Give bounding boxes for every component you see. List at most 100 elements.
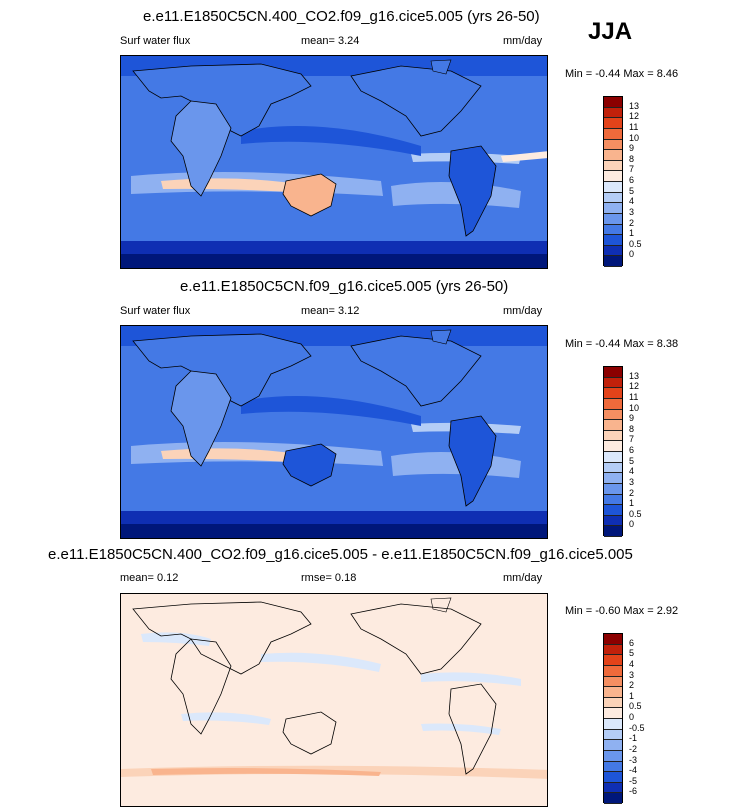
colorbar-swatch — [604, 128, 622, 140]
panel2-minmax-label: Min = -0.44 Max = 8.38 — [565, 338, 679, 350]
colorbar-tick-label: 2 — [629, 680, 635, 691]
colorbar-swatch — [604, 494, 622, 506]
colorbar-tick-label: 3 — [629, 476, 635, 487]
colorbar-tick-label: 8 — [629, 153, 635, 164]
colorbar-tick-label: 12 — [629, 111, 640, 122]
colorbar-tick-label: 0 — [629, 519, 635, 530]
panel2-mean-label: mean= 3.12 — [301, 305, 360, 317]
colorbar-tick-label: 13 — [629, 100, 640, 111]
colorbar-tick-label: 7 — [629, 164, 635, 175]
colorbar-tick-label: 0.5 — [629, 508, 642, 519]
colorbar-swatch — [604, 665, 622, 677]
colorbar-swatch — [604, 97, 622, 108]
colorbar-swatch — [604, 441, 622, 452]
panel1-map — [120, 55, 548, 269]
colorbar-swatch — [604, 719, 622, 730]
colorbar-swatch — [604, 203, 622, 214]
colorbar-tick-label: 0 — [629, 249, 635, 260]
panel2-title: e.e11.E1850C5CN.f09_g16.cice5.005 (yrs 2… — [180, 278, 509, 295]
panel1-minmax-label: Min = -0.44 Max = 8.46 — [565, 68, 679, 80]
colorbar-swatch — [604, 192, 622, 204]
colorbar-swatch — [604, 224, 622, 236]
colorbar-tick-label: 2 — [629, 487, 635, 498]
colorbar-swatch — [604, 750, 622, 762]
colorbar-swatch — [604, 213, 622, 225]
colorbar-swatch — [604, 782, 622, 794]
colorbar-tick-label: 1 — [629, 498, 635, 509]
colorbar-swatch — [604, 235, 622, 246]
colorbar-tick-label: 4 — [629, 658, 635, 669]
colorbar-swatch — [604, 430, 622, 442]
panel2-colorbar — [603, 366, 623, 537]
colorbar-tick-label: -6 — [629, 786, 638, 797]
colorbar-tick-label: 11 — [629, 391, 639, 402]
colorbar-swatch — [604, 793, 622, 804]
colorbar-tick-label: 4 — [629, 196, 635, 207]
colorbar-swatch — [604, 655, 622, 666]
panel2-variable-label: Surf water flux — [120, 305, 191, 317]
colorbar-swatch — [604, 367, 622, 378]
colorbar-tick-label: 10 — [629, 132, 640, 143]
colorbar-tick-label: 0 — [629, 712, 635, 722]
colorbar-tick-label: 5 — [629, 455, 635, 466]
colorbar-swatch — [604, 107, 622, 119]
colorbar-swatch — [604, 171, 622, 182]
colorbar-tick-label: 6 — [629, 175, 635, 185]
colorbar-swatch — [604, 526, 622, 537]
colorbar-swatch — [604, 708, 622, 719]
panel3-map — [120, 593, 548, 807]
colorbar-tick-label: 6 — [629, 637, 635, 648]
colorbar-swatch — [604, 697, 622, 709]
colorbar-tick-label: 5 — [629, 648, 635, 659]
colorbar-tick-label: 4 — [629, 466, 635, 477]
colorbar-swatch — [604, 740, 622, 751]
colorbar-swatch — [604, 687, 622, 698]
colorbar-swatch — [604, 505, 622, 516]
colorbar-swatch — [604, 398, 622, 410]
colorbar-swatch — [604, 462, 622, 474]
colorbar-swatch — [604, 245, 622, 257]
colorbar-tick-label: 1 — [629, 228, 635, 239]
colorbar-swatch — [604, 388, 622, 399]
colorbar-swatch — [604, 420, 622, 431]
panel2-units-label: mm/day — [503, 305, 543, 317]
colorbar-swatch — [604, 483, 622, 495]
colorbar-tick-label: -4 — [629, 765, 638, 776]
panel3-colorbar — [603, 633, 623, 804]
colorbar-tick-label: 2 — [629, 217, 635, 228]
panel3-title: e.e11.E1850C5CN.400_CO2.f09_g16.cice5.00… — [48, 546, 633, 563]
colorbar-tick-label: 0.5 — [629, 701, 642, 712]
colorbar-tick-label: 12 — [629, 381, 640, 392]
season-label: JJA — [588, 18, 633, 45]
colorbar-tick-label: -2 — [629, 743, 638, 754]
colorbar-swatch — [604, 118, 622, 129]
colorbar-swatch — [604, 160, 622, 172]
panel1-title: e.e11.E1850C5CN.400_CO2.f09_g16.cice5.00… — [143, 8, 540, 25]
colorbar-swatch — [604, 729, 622, 741]
colorbar-swatch — [604, 644, 622, 656]
panel2-map — [120, 325, 548, 539]
panel1-variable-label: Surf water flux — [120, 35, 191, 47]
panel3-rmse-label: rmse= 0.18 — [301, 572, 357, 584]
panel3-mean-label: mean= 0.12 — [120, 572, 179, 584]
colorbar-tick-label: -3 — [629, 754, 638, 765]
panel3-units-label: mm/day — [503, 572, 543, 584]
panel3-minmax-label: Min = -0.60 Max = 2.92 — [565, 605, 679, 617]
colorbar-tick-label: 0.5 — [629, 238, 642, 249]
colorbar-swatch — [604, 182, 622, 193]
colorbar-tick-label: 3 — [629, 206, 635, 217]
colorbar-tick-label: 10 — [629, 402, 640, 413]
colorbar-swatch — [604, 634, 622, 645]
colorbar-swatch — [604, 676, 622, 688]
colorbar-tick-label: 7 — [629, 434, 635, 445]
colorbar-swatch — [604, 150, 622, 161]
colorbar-swatch — [604, 772, 622, 783]
panel1-mean-label: mean= 3.24 — [301, 35, 360, 47]
panel1-colorbar — [603, 96, 623, 267]
colorbar-swatch — [604, 139, 622, 151]
colorbar-tick-label: 6 — [629, 445, 635, 455]
colorbar-tick-label: 11 — [629, 121, 639, 132]
colorbar-tick-label: 9 — [629, 413, 635, 424]
colorbar-tick-label: -0.5 — [629, 722, 645, 733]
colorbar-tick-label: 8 — [629, 423, 635, 434]
